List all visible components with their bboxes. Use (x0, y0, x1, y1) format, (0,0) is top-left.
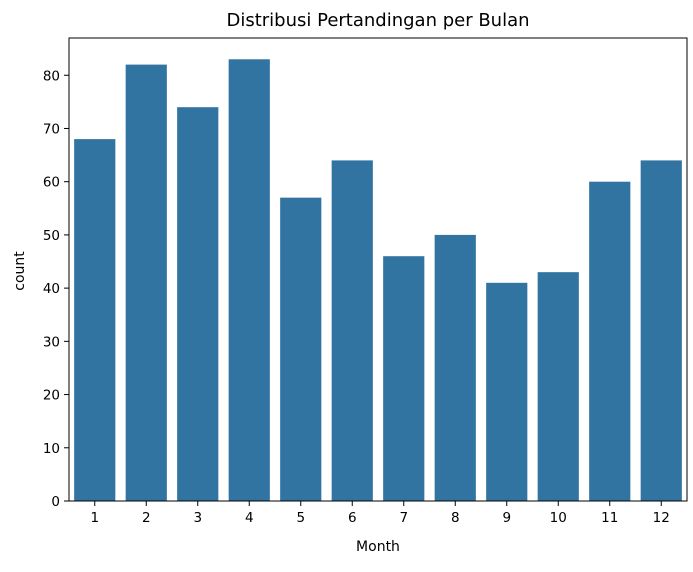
y-tick-label: 50 (43, 228, 60, 244)
bar-month-10 (537, 272, 579, 501)
bar-month-5 (280, 197, 322, 502)
x-tick-label: 9 (502, 510, 511, 526)
y-axis-label: count (12, 251, 28, 291)
bar-month-9 (486, 282, 528, 501)
x-tick-label: 6 (348, 510, 357, 526)
bars-group (74, 59, 682, 502)
bar-month-8 (434, 234, 476, 501)
y-tick-label: 70 (43, 121, 60, 137)
x-tick-label: 7 (399, 510, 408, 526)
plot-frame (68, 37, 688, 502)
y-tick-label: 60 (43, 175, 60, 191)
bar-month-6 (331, 160, 373, 502)
x-axis-label: Month (356, 539, 400, 555)
x-tick-label: 4 (245, 510, 254, 526)
bar-month-1 (74, 139, 116, 502)
x-tick-label: 5 (296, 510, 305, 526)
y-tick-label: 20 (43, 388, 60, 404)
y-tick-label: 0 (51, 494, 60, 510)
x-tick-label: 2 (142, 510, 151, 526)
x-tick-label: 11 (601, 510, 618, 526)
x-tick-label: 1 (90, 510, 99, 526)
bar-month-3 (177, 107, 219, 502)
y-tick-label: 10 (43, 441, 60, 457)
chart-title: Distribusi Pertandingan per Bulan (226, 10, 529, 31)
x-tick-label: 8 (451, 510, 460, 526)
bar-month-4 (228, 59, 270, 502)
bar-month-7 (383, 256, 425, 501)
x-tick-label: 12 (653, 510, 670, 526)
y-tick-label: 40 (43, 281, 60, 297)
y-tick-label: 80 (43, 68, 60, 84)
bar-month-2 (125, 64, 167, 501)
x-tick-label: 10 (550, 510, 567, 526)
x-tick-label: 3 (193, 510, 202, 526)
x-axis-ticks: 1 2 3 4 5 6 7 8 9 10 11 12 (90, 501, 670, 526)
bar-month-12 (640, 160, 682, 502)
y-tick-label: 30 (43, 334, 60, 350)
y-axis-ticks: 0 10 20 30 40 50 60 70 80 (43, 68, 69, 510)
bar-month-11 (589, 181, 631, 502)
